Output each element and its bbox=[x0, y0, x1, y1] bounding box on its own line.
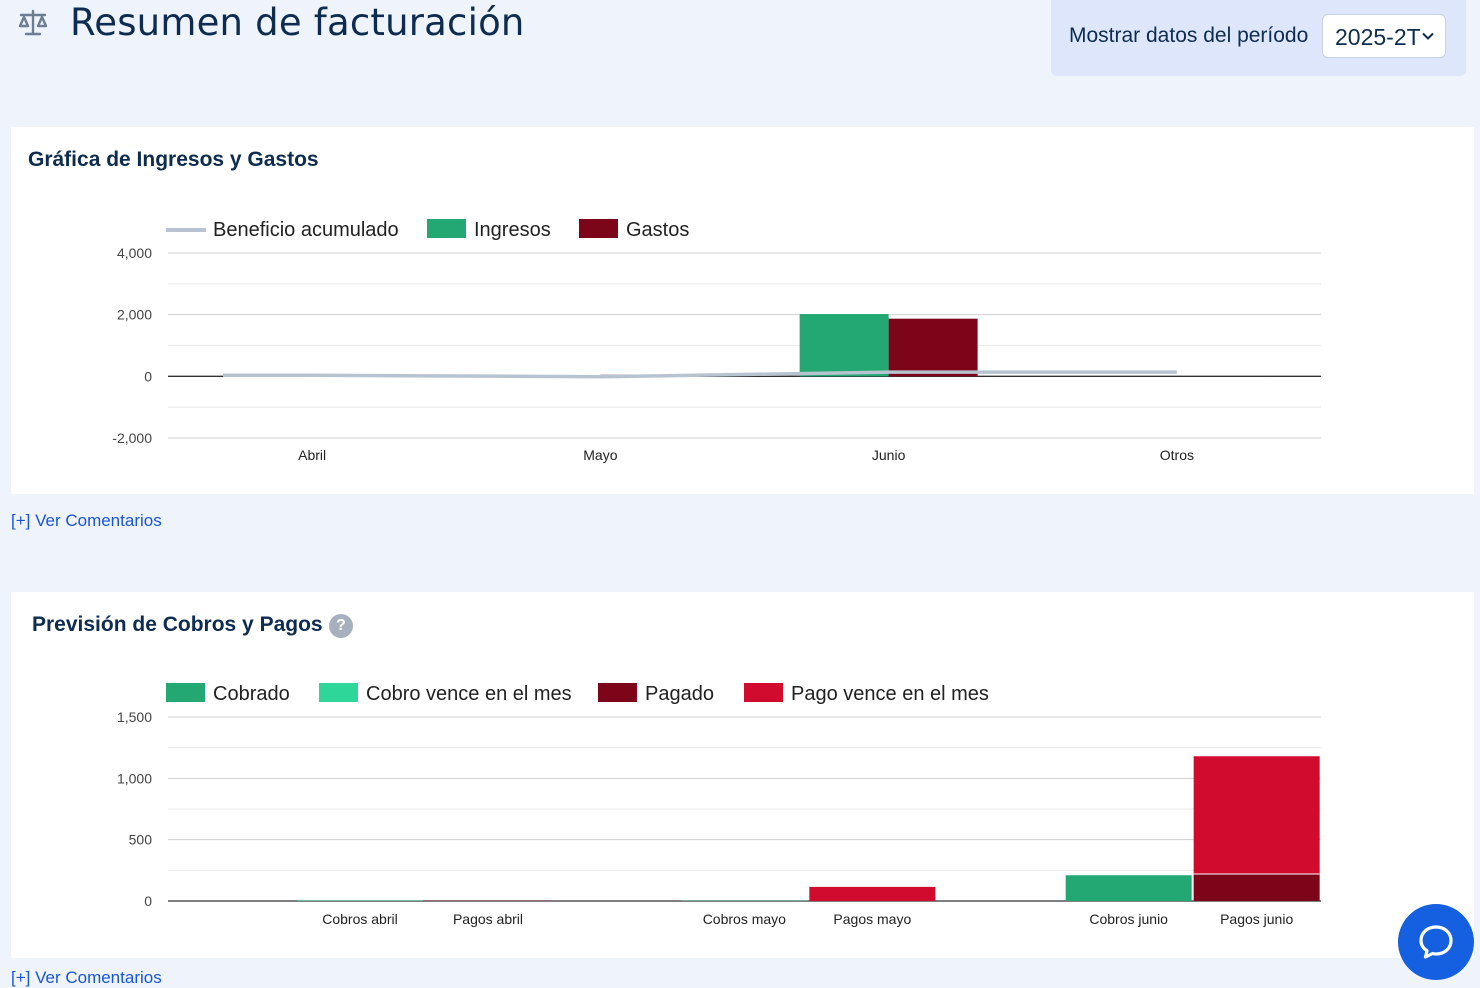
legend-swatch-ingresos bbox=[427, 219, 466, 238]
legend-label: Cobro vence en el mes bbox=[366, 683, 572, 705]
legend-swatch-gastos bbox=[579, 219, 618, 238]
y-tick-label: 1,000 bbox=[117, 770, 152, 786]
period-value: 2025-2T bbox=[1335, 24, 1421, 51]
y-tick-label: 0 bbox=[144, 893, 152, 909]
legend-label: Ingresos bbox=[474, 219, 551, 241]
header: Resumen de facturación Mostrar datos del… bbox=[0, 0, 1480, 100]
legend-label: Cobrado bbox=[213, 683, 290, 705]
legend-swatch-cobrado bbox=[166, 683, 205, 702]
legend-swatch-cobro-vence-en-el-mes bbox=[319, 683, 358, 702]
balance-scale-icon bbox=[16, 6, 50, 40]
y-tick-label: 4,000 bbox=[117, 245, 152, 261]
x-tick-label: Pagos mayo bbox=[833, 911, 911, 927]
bar-ingresos-junio bbox=[800, 314, 889, 376]
legend-swatch-pagado bbox=[598, 683, 637, 702]
x-tick-label: Pagos junio bbox=[1220, 911, 1293, 927]
bar-segment-pago-vence-en-el-mes bbox=[1194, 756, 1320, 874]
legend-label: Pago vence en el mes bbox=[791, 683, 989, 705]
x-tick-label: Junio bbox=[872, 447, 906, 463]
collections-payments-chart: 1,500 1,000 500 0 Cobros abril Pagos abril Cob… bbox=[11, 592, 1474, 958]
x-tick-label: Mayo bbox=[583, 447, 617, 463]
bar-segment-cobrado bbox=[1066, 875, 1192, 901]
x-tick-label: Otros bbox=[1160, 447, 1194, 463]
period-select[interactable]: 2025-2T bbox=[1322, 14, 1446, 58]
legend-label: Beneficio acumulado bbox=[213, 219, 399, 241]
period-label: Mostrar datos del período bbox=[1069, 24, 1308, 48]
bar-gastos-junio bbox=[889, 319, 978, 377]
x-tick-label: Cobros junio bbox=[1089, 911, 1168, 927]
y-tick-label: 1,500 bbox=[117, 709, 152, 725]
x-tick-label: Cobros mayo bbox=[703, 911, 786, 927]
view-comments-link-1[interactable]: [+] Ver Comentarios bbox=[11, 511, 162, 531]
y-tick-label: 0 bbox=[144, 368, 152, 384]
y-tick-label: 2,000 bbox=[117, 307, 152, 323]
y-tick-label: 500 bbox=[129, 832, 153, 848]
legend-label: Pagado bbox=[645, 683, 714, 705]
chevron-down-icon bbox=[1421, 29, 1435, 43]
chat-bubble-icon bbox=[1416, 922, 1456, 962]
period-selector-panel: Mostrar datos del período 2025-2T bbox=[1051, 0, 1466, 76]
y-tick-label: -2,000 bbox=[112, 430, 152, 446]
legend-swatch-pago-vence-en-el-mes bbox=[744, 683, 783, 702]
page-title: Resumen de facturación bbox=[70, 0, 525, 46]
x-tick-label: Pagos abril bbox=[453, 911, 523, 927]
x-tick-label: Cobros abril bbox=[322, 911, 397, 927]
x-tick-label: Abril bbox=[298, 447, 326, 463]
legend-label: Gastos bbox=[626, 219, 689, 241]
income-expense-chart: 4,000 2,000 0 -2,000 Abril Mayo Junio Otros Bene… bbox=[11, 127, 1474, 494]
view-comments-link-2[interactable]: [+] Ver Comentarios bbox=[11, 968, 162, 988]
bar-segment-pago-vence-en-el-mes bbox=[809, 887, 935, 901]
bar-segment-pagado bbox=[1194, 874, 1320, 901]
chat-button[interactable] bbox=[1398, 904, 1474, 980]
